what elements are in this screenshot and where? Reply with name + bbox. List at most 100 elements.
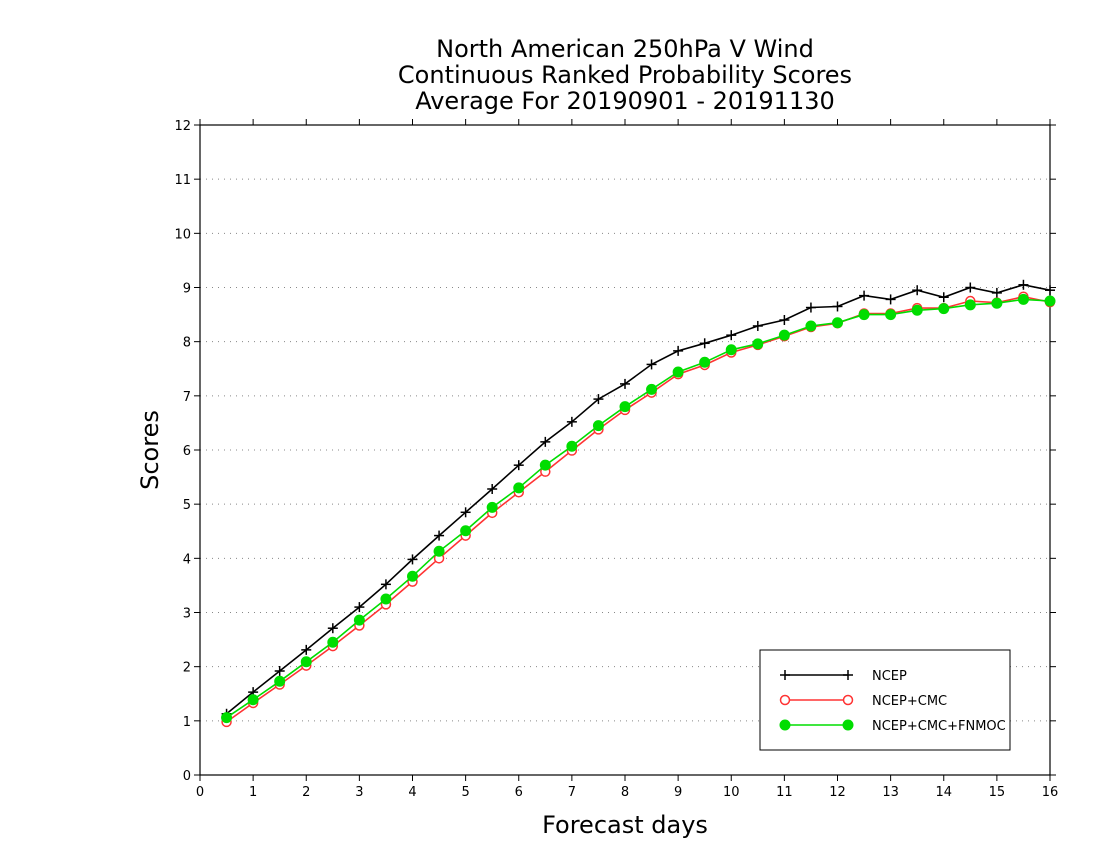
y-axis-label: Scores (136, 410, 164, 490)
data-point (301, 644, 312, 655)
data-point (752, 338, 764, 350)
data-point (327, 623, 338, 634)
x-tick-label: 5 (461, 785, 469, 800)
data-point (938, 303, 950, 315)
series-2 (221, 293, 1056, 724)
data-point (354, 602, 365, 613)
y-tick-label: 4 (183, 552, 191, 567)
chart-title-line-2: Continuous Ranked Probability Scores (397, 61, 853, 89)
data-point (566, 440, 578, 452)
y-tick-label: 0 (183, 769, 191, 784)
x-tick-label: 14 (935, 785, 952, 800)
y-tick-label: 3 (183, 607, 191, 622)
legend-label: NCEP+CMC+FNMOC (872, 719, 1006, 734)
data-point (1017, 293, 1029, 305)
y-tick-label: 5 (183, 498, 191, 513)
chart-title: North American 250hPa V Wind Continuous … (200, 36, 1050, 114)
x-tick-label: 4 (408, 785, 416, 800)
data-point (620, 378, 630, 389)
x-tick-label: 11 (776, 785, 793, 800)
data-point (407, 554, 418, 565)
data-point (1045, 285, 1055, 296)
y-tick-label: 11 (174, 173, 191, 188)
y-tick-label: 2 (183, 661, 191, 676)
data-point (859, 290, 870, 301)
data-point (593, 394, 604, 405)
data-point (991, 297, 1003, 309)
data-point (592, 420, 604, 432)
data-point (619, 401, 631, 413)
x-tick-label: 1 (249, 785, 257, 800)
x-axis-label: Forecast days (542, 811, 708, 839)
x-tick-label: 2 (302, 785, 310, 800)
data-point (566, 416, 577, 427)
legend-label: NCEP (872, 669, 907, 684)
data-point (858, 309, 870, 321)
y-tick-label: 6 (183, 444, 191, 459)
data-point (673, 345, 684, 356)
x-tick-label: 13 (882, 785, 899, 800)
data-point (407, 570, 418, 582)
legend-label: NCEP+CMC (872, 694, 947, 709)
data-point (938, 292, 949, 303)
legend-marker (780, 670, 790, 680)
data-point (221, 712, 233, 724)
legend-marker (779, 719, 791, 731)
x-tick-label: 6 (515, 785, 523, 800)
chart-title-line-3: Average For 20190901 - 20191130 (415, 87, 835, 115)
data-point (487, 484, 498, 494)
x-tick-label: 8 (621, 785, 629, 800)
data-point (380, 593, 392, 605)
data-point (699, 338, 710, 349)
x-tick-label: 12 (829, 785, 846, 800)
data-point (327, 636, 339, 648)
series-line (226, 283, 1051, 715)
data-point (513, 482, 525, 494)
y-tick-label: 7 (183, 390, 191, 405)
data-point (912, 285, 923, 296)
x-tick-label: 9 (674, 785, 682, 800)
x-tick-label: 3 (355, 785, 363, 800)
data-point (274, 675, 286, 687)
legend-marker (843, 670, 853, 680)
data-point (991, 287, 1002, 298)
data-point (964, 299, 976, 311)
x-axis-ticks: 0 1 2 3 4 5 6 7 8 9 10 11 12 13 14 15 16 (196, 119, 1058, 800)
data-point (433, 545, 445, 557)
data-point (752, 320, 763, 331)
data-point (1044, 295, 1056, 307)
data-series (221, 279, 1056, 728)
legend-marker (779, 694, 791, 706)
data-point (513, 460, 524, 471)
data-point (460, 525, 472, 537)
data-point (805, 302, 816, 313)
data-point (672, 366, 684, 378)
data-point (300, 656, 312, 668)
series-0 (221, 279, 1055, 719)
data-point (885, 294, 896, 305)
x-tick-label: 10 (723, 785, 740, 800)
data-point (247, 694, 259, 706)
y-tick-label: 12 (174, 119, 191, 134)
data-point (646, 383, 658, 395)
data-point (539, 459, 551, 471)
data-point (726, 330, 737, 341)
data-point (805, 320, 817, 332)
data-point (353, 614, 365, 626)
y-tick-label: 8 (183, 336, 191, 351)
data-point (911, 304, 923, 316)
data-point (778, 329, 790, 341)
x-tick-label: 0 (196, 785, 204, 800)
gridlines (200, 178, 1050, 722)
legend: NCEP NCEP+CMC NCEP+CMC+FNMOC (759, 649, 1011, 751)
chart-title-line-1: North American 250hPa V Wind (436, 35, 814, 63)
data-point (1018, 279, 1029, 290)
y-tick-label: 1 (183, 715, 191, 730)
data-point (380, 579, 391, 590)
data-point (274, 666, 285, 676)
data-point (832, 301, 843, 312)
data-point (486, 501, 498, 513)
data-point (779, 315, 790, 325)
